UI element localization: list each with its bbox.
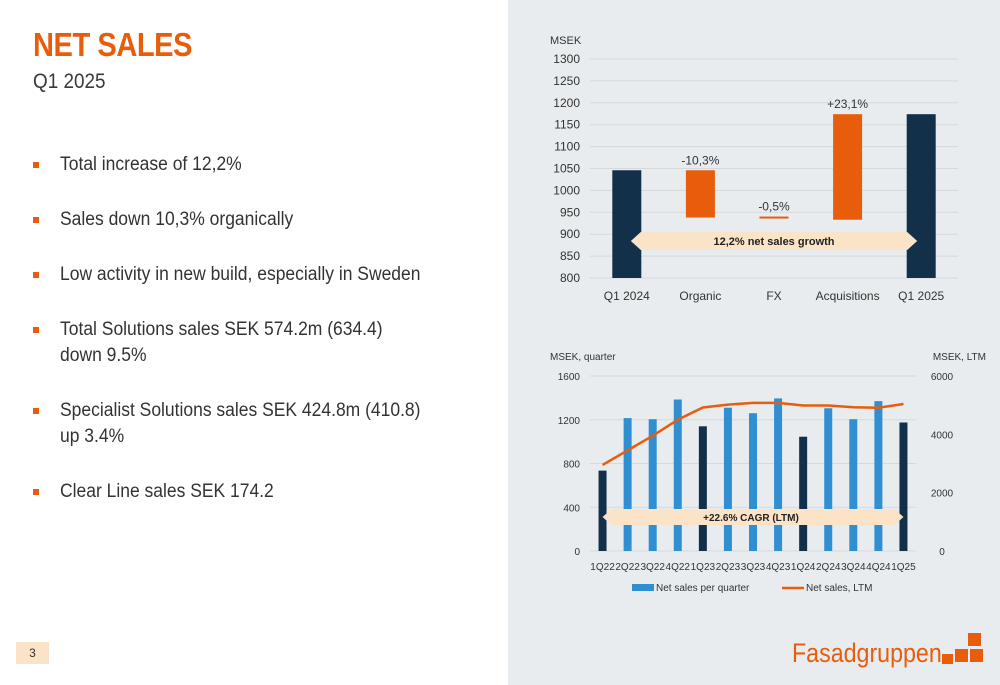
y-tick-label: 950 [560,205,580,219]
y-tick-label: 1000 [553,183,580,197]
company-logo: Fasadgruppen [792,632,988,674]
y-tick-label: 850 [560,249,580,263]
bullet-text: Clear Line sales SEK 174.2 [60,481,274,502]
waterfall-bar-q1-2024 [612,170,642,278]
quarter-bar-1q24 [799,436,808,551]
waterfall-bar-fx [759,216,789,219]
page-subtitle: Q1 2025 [33,70,106,93]
left-tick-label: 1200 [558,416,581,427]
quarter-bar-3q22 [648,419,657,551]
y-tick-label: 1250 [553,74,580,88]
bullet-item: Sales down 10,3% organically [33,207,493,233]
bullet-text: Total Solutions sales SEK 574.2m (634.4)… [60,319,383,366]
bar-data-label: -10,3% [681,153,719,167]
right-tick-label: 4000 [931,430,954,441]
bar-data-label: +23,1% [827,97,868,111]
bullet-item: Clear Line sales SEK 174.2 [33,479,493,505]
legend-bar-swatch [632,584,654,591]
x-tick-label: 1Q22 [590,562,615,573]
left-tick-label: 0 [574,547,580,558]
x-tick-label: 1Q24 [791,562,816,573]
growth-arrow [630,232,918,250]
quarter-bar-4q24 [874,401,883,551]
bullet-text: Low activity in new build, especially in… [60,264,421,285]
x-tick-label: 4Q24 [866,562,891,573]
quarter-bar-2q23 [723,407,732,551]
x-tick-label: 4Q22 [666,562,691,573]
bullet-marker-icon [33,272,39,278]
quarter-bar-3q24 [849,419,858,551]
right-axis-title: MSEK, LTM [933,352,986,363]
quarter-bar-4q22 [673,399,682,551]
growth-annotation: 12,2% net sales growth [713,236,834,248]
y-tick-label: 1300 [553,52,580,66]
legend-line-label: Net sales, LTM [806,583,873,594]
waterfall-chart: MSEK 800 850 900 950 1000 1050 1100 1150 1200 1250… [550,35,958,303]
cagr-arrow [602,509,904,525]
x-tick-label: Organic [679,289,721,303]
y-tick-label: 1100 [554,140,580,154]
quarter-bar-1q22 [598,470,607,551]
left-panel: NET SALES Q1 2025 Total increase of 12,2… [16,26,493,664]
logo-mark-icon [942,633,983,664]
combo-chart: MSEK, quarter MSEK, LTM 0 400 800 1200 1600 0 20… [550,352,986,594]
x-tick-label: Acquisitions [816,289,880,303]
bar-data-label: -0,5% [758,200,790,214]
legend-bar-label: Net sales per quarter [656,583,750,594]
bullet-list: Total increase of 12,2% Sales down 10,3%… [33,152,493,534]
right-tick-label: 0 [939,547,945,558]
quarter-bar-1q25 [899,422,908,551]
logo-text: Fasadgruppen [792,638,942,668]
quarter-bar-4q23 [774,398,783,551]
x-tick-label: 1Q25 [891,562,916,573]
chart-panel: MSEK 800 850 900 950 1000 1050 1100 1150 1200 1250… [508,0,1000,685]
x-tick-label: Q1 2024 [604,289,650,303]
y-tick-label: 900 [560,227,580,241]
ltm-line [601,401,904,467]
bullet-marker-icon [33,162,39,168]
x-tick-label: Q1 2025 [898,289,944,303]
quarter-bar-1q23 [698,426,707,551]
x-tick-label: 2Q23 [716,562,741,573]
waterfall-bar-organic [685,170,715,218]
waterfall-bar-acquisitions [833,114,863,220]
x-tick-label: 4Q23 [766,562,791,573]
left-axis-title: MSEK, quarter [550,352,616,363]
right-tick-label: 6000 [931,372,954,383]
x-tick-label: 1Q23 [691,562,716,573]
bullet-item: Low activity in new build, especially in… [33,262,493,288]
left-tick-label: 1600 [558,372,581,383]
page-number: 3 [16,642,49,664]
left-tick-label: 400 [563,503,580,514]
bullet-item: Total increase of 12,2% [33,152,493,178]
x-tick-label: 2Q22 [615,562,640,573]
right-tick-label: 2000 [931,489,954,500]
quarter-bar-2q22 [623,418,632,551]
quarter-bar-2q24 [824,408,833,551]
bullet-item: Specialist Solutions sales SEK 424.8m (4… [33,398,493,450]
left-tick-label: 800 [563,460,580,471]
bullet-marker-icon [33,489,39,495]
x-tick-label: FX [766,289,781,303]
x-tick-label: 3Q23 [741,562,766,573]
waterfall-bar-q1-2025 [906,114,936,278]
y-tick-label: 1200 [553,96,580,110]
x-tick-label: 2Q24 [816,562,841,573]
quarter-bar-3q23 [749,413,757,551]
bullet-text: Sales down 10,3% organically [60,209,294,230]
y-tick-label: 1150 [554,118,580,132]
y-tick-label: 800 [560,271,580,285]
x-tick-label: 3Q24 [841,562,866,573]
y-tick-label: 1050 [553,162,580,176]
bullet-marker-icon [33,408,39,414]
bullet-marker-icon [33,217,39,223]
bullet-text: Specialist Solutions sales SEK 424.8m (4… [60,400,421,447]
x-tick-label: 3Q22 [640,562,665,573]
y-axis-title: MSEK [550,35,582,47]
bullet-text: Total increase of 12,2% [60,154,242,175]
cagr-annotation: +22.6% CAGR (LTM) [703,513,799,524]
page-title: NET SALES [33,26,193,63]
bullet-item: Total Solutions sales SEK 574.2m (634.4)… [33,317,493,369]
bullet-marker-icon [33,327,39,333]
